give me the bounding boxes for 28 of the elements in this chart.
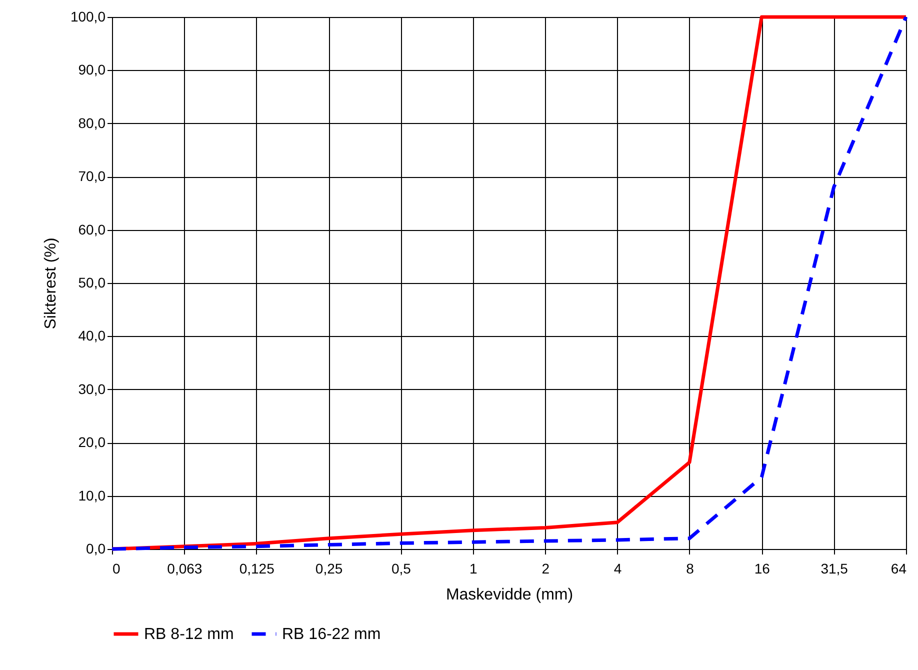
x-tick-label: 0 [112,560,120,576]
x-tick-label: 0,125 [239,560,275,576]
legend-label: RB 16-22 mm [282,626,381,643]
y-tick-label: 50,0 [78,274,106,290]
x-tick-label: 0,25 [315,560,343,576]
x-tick-label: 64 [890,560,907,576]
x-axis-title: Maskevidde (mm) [446,586,574,604]
y-tick-label: 0,0 [86,540,106,556]
x-tick-label: 8 [686,560,694,576]
x-tick-label: 16 [754,560,770,576]
line-series [110,15,908,551]
legend-label: RB 8-12 mm [144,626,234,643]
x-tick-label: 0,063 [167,560,202,576]
y-axis-title: Sikterest (%) [42,238,60,330]
y-tick-label: 20,0 [78,434,106,450]
x-tick-label: 0,5 [391,560,412,576]
y-tick-label: 80,0 [78,114,106,131]
y-tick-label: 10,0 [78,487,106,504]
y-tick-label: 40,0 [78,328,106,344]
x-tick-label: 2 [542,560,550,576]
x-tick-label: 31,5 [820,560,848,576]
y-tick-label: 100,0 [70,8,106,24]
y-tick-label: 90,0 [78,62,106,78]
y-tick-label: 70,0 [78,168,106,184]
x-tick-label: 1 [470,560,478,576]
x-tick-label: 4 [614,560,622,576]
y-tick-label: 60,0 [78,221,106,238]
y-tick-label: 30,0 [78,380,106,397]
